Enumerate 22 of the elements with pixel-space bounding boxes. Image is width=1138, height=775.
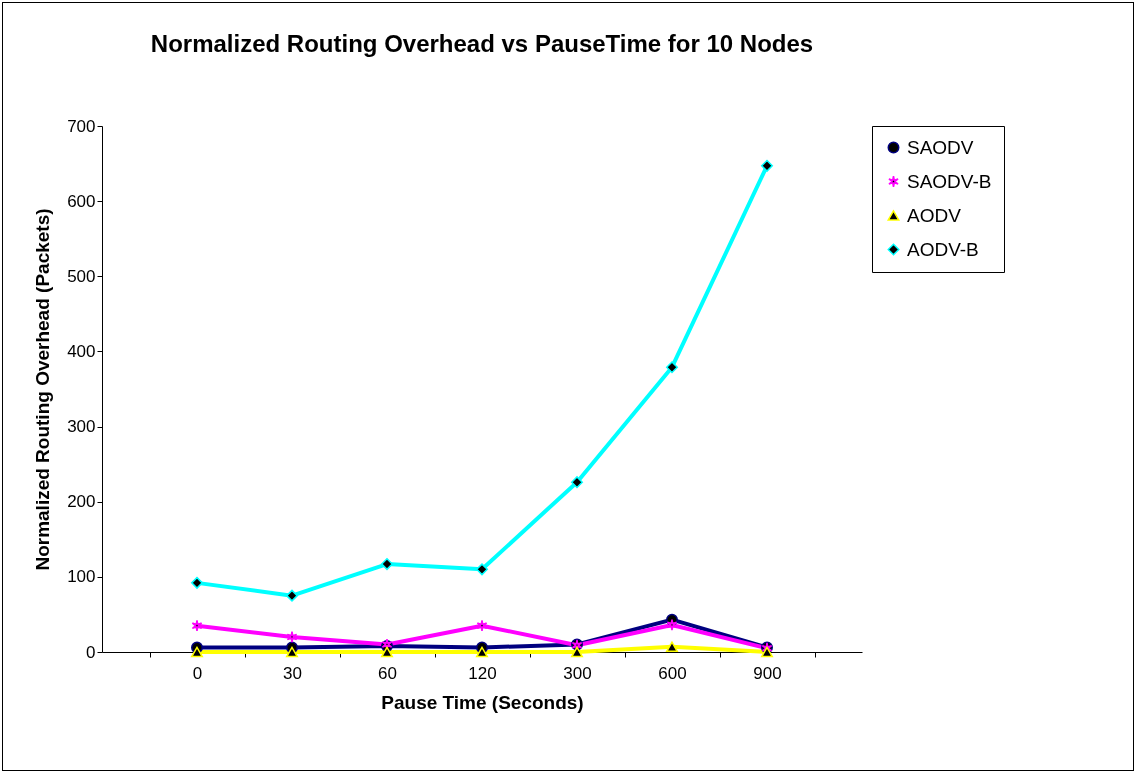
y-tick-label: 100 (67, 567, 96, 587)
legend-label: AODV-B (907, 238, 979, 260)
x-tick-label: 30 (283, 663, 302, 683)
y-tick-label: 200 (67, 492, 96, 512)
x-axis-title: Pause Time (Seconds) (381, 691, 584, 713)
y-tick-label: 700 (67, 116, 96, 136)
y-tick-label: 600 (67, 191, 96, 211)
y-axis-title: Normalized Routing Overhead (Packets) (32, 208, 54, 571)
x-tick-label: 900 (753, 663, 782, 683)
x-tick-label: 0 (192, 663, 203, 683)
x-tick-label: 300 (563, 663, 592, 683)
y-tick-label: 400 (67, 341, 96, 361)
x-tick-label: 120 (468, 663, 497, 683)
chart-title: Normalized Routing Overhead vs PauseTime for 10 Nodes (150, 30, 814, 57)
legend-label: SAODV (907, 136, 974, 158)
legend-label: SAODV-B (907, 170, 992, 192)
x-tick-label: 600 (658, 663, 687, 683)
legend-label: AODV (907, 204, 962, 226)
y-tick-label: 300 (67, 417, 96, 437)
y-tick-label: 500 (67, 266, 96, 286)
y-tick-label: 0 (86, 642, 96, 662)
x-tick-label: 60 (378, 663, 397, 683)
